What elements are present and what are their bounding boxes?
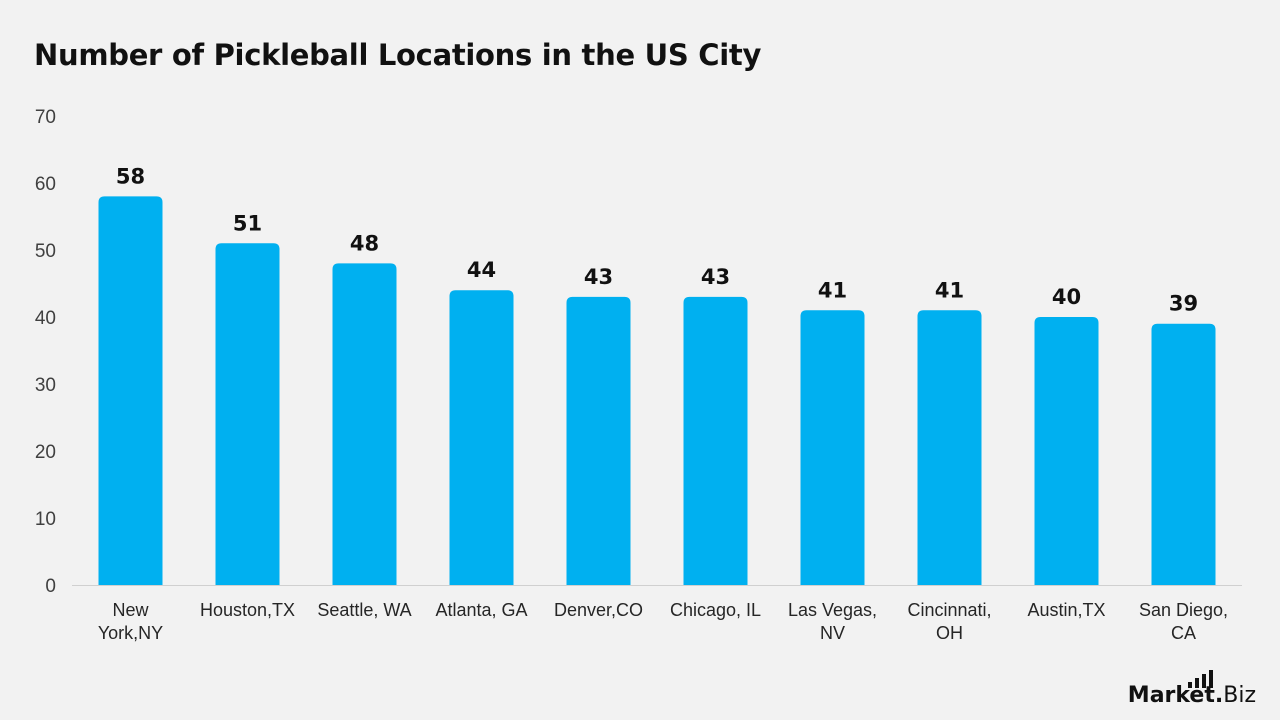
x-tick-label: Houston,TX bbox=[200, 600, 295, 620]
chart-title: Number of Pickleball Locations in the US… bbox=[34, 38, 762, 72]
x-tick-label: Austin,TX bbox=[1027, 600, 1105, 620]
x-tick-label: Denver,CO bbox=[554, 600, 643, 620]
y-tick-label: 70 bbox=[35, 107, 56, 128]
data-label: 44 bbox=[467, 258, 496, 282]
x-tick-label: Seattle, WA bbox=[317, 600, 411, 620]
data-label: 41 bbox=[935, 278, 964, 302]
logo-main: Market bbox=[1127, 683, 1215, 708]
category-labels: New York,NY Houston,TX Seattle, WA Atlanta, … bbox=[98, 600, 1228, 643]
data-label: 41 bbox=[818, 278, 847, 302]
y-tick-label: 50 bbox=[35, 241, 56, 262]
x-tick-label: New York,NY bbox=[98, 600, 163, 643]
y-tick-label: 10 bbox=[35, 509, 56, 530]
data-label: 58 bbox=[116, 164, 145, 188]
x-tick-label: Atlanta, GA bbox=[435, 600, 527, 620]
marketbiz-logo: Market. Biz bbox=[1128, 668, 1256, 708]
y-tick-label: 60 bbox=[35, 174, 56, 195]
y-tick-label: 0 bbox=[45, 576, 56, 597]
bar bbox=[917, 310, 982, 585]
bar bbox=[98, 196, 163, 585]
bar bbox=[800, 310, 865, 585]
y-tick-label: 20 bbox=[35, 442, 56, 463]
data-label: 43 bbox=[584, 265, 613, 289]
logo-suffix: Biz bbox=[1223, 683, 1256, 708]
data-label: 43 bbox=[701, 265, 730, 289]
data-label: 48 bbox=[350, 231, 379, 255]
y-axis: 0 10 20 30 40 50 60 70 bbox=[35, 107, 56, 597]
bar bbox=[332, 263, 397, 585]
data-label: 39 bbox=[1169, 292, 1198, 316]
x-tick-label: Chicago, IL bbox=[670, 600, 761, 620]
x-tick-label: San Diego, CA bbox=[1139, 600, 1228, 643]
bar bbox=[215, 243, 280, 586]
data-label: 51 bbox=[233, 211, 262, 235]
bar bbox=[566, 296, 631, 585]
bar bbox=[1151, 323, 1216, 585]
x-tick-label: Cincinnati, OH bbox=[907, 600, 991, 643]
bars bbox=[98, 196, 1216, 586]
x-tick-label: Las Vegas, NV bbox=[788, 600, 877, 643]
logo-dot: . bbox=[1214, 683, 1224, 708]
bar bbox=[1034, 317, 1099, 585]
bar-signal-icon bbox=[1187, 670, 1213, 688]
value-labels: 58 51 48 44 43 43 41 41 40 39 bbox=[116, 164, 1198, 315]
bar bbox=[449, 290, 514, 585]
bar bbox=[683, 296, 748, 585]
y-tick-label: 30 bbox=[35, 375, 56, 396]
y-tick-label: 40 bbox=[35, 308, 56, 329]
data-label: 40 bbox=[1052, 285, 1081, 309]
